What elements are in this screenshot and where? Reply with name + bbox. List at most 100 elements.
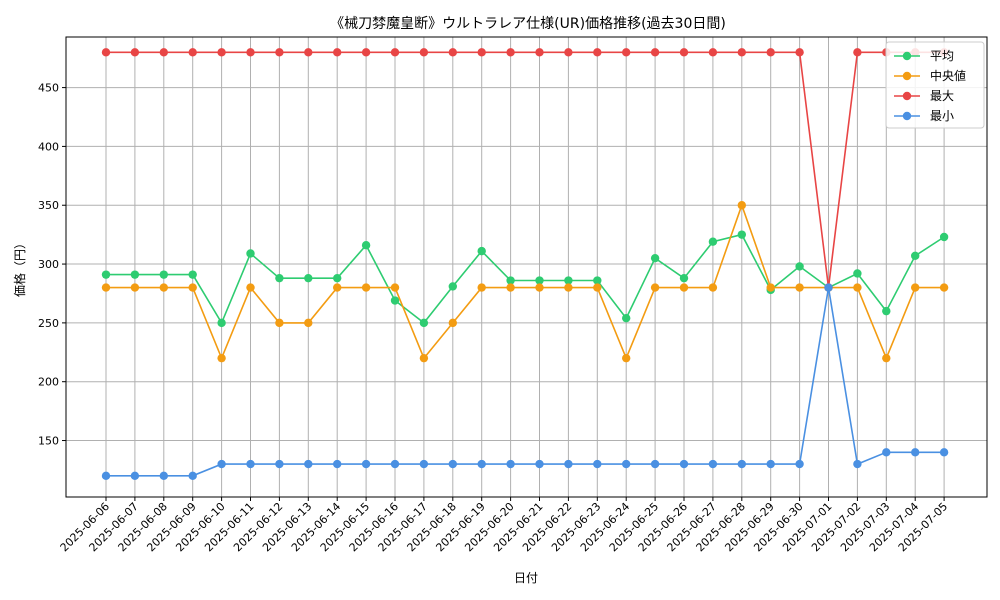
series-line [106,51,945,288]
data-point [217,459,226,469]
data-point [246,459,255,469]
data-point [737,459,746,469]
data-point [419,353,429,363]
data-point [795,262,804,271]
data-point [217,353,226,363]
data-point [679,283,689,292]
data-point [333,273,342,283]
y-tick-label: 450 [38,82,59,95]
data-point [419,459,429,469]
legend-item: 最大 [894,89,954,103]
data-point [708,283,718,292]
y-tick-label: 400 [38,140,59,153]
data-point [939,448,949,457]
data-point [622,459,631,469]
data-point [188,283,197,292]
data-point [159,471,168,481]
data-point [650,283,660,292]
data-point [506,459,515,469]
data-point [853,459,862,469]
data-point [708,237,718,246]
y-tick-label: 350 [38,199,59,212]
data-point [766,459,775,469]
data-point [535,48,544,57]
data-point [882,353,891,363]
data-point [101,270,111,279]
data-point [593,283,602,292]
data-point [535,283,544,292]
legend-item: 中央値 [894,68,966,83]
data-point [622,48,631,57]
data-point [477,283,486,292]
data-point [188,471,197,481]
data-point [246,249,255,258]
data-point [535,459,544,469]
legend-item: 最小 [894,109,954,123]
data-point [361,241,371,250]
data-point [275,273,284,283]
plot-frame [65,36,988,498]
data-point [477,246,486,256]
data-point [506,276,515,285]
y-axis-label: 価格（円） [12,237,27,297]
data-point [882,306,891,316]
data-point [390,459,400,469]
legend-item: 平均 [894,49,954,63]
data-point [939,283,949,292]
chart-title: 《械刀棼魔皇断》ウルトラレア仕様(UR)価格推移(過去30日間) [330,16,726,32]
data-point [911,251,920,261]
data-point [390,48,400,57]
data-point [506,48,515,57]
legend-label: 最大 [930,89,954,103]
data-point [390,283,400,292]
data-point [419,318,429,328]
data-point [304,318,313,328]
data-point [679,48,689,57]
series-lines [101,48,949,481]
data-point [275,318,284,328]
data-point [650,459,660,469]
data-point [622,353,631,363]
data-point [448,318,457,328]
data-point [361,283,371,292]
series-2 [101,48,949,292]
data-point [939,232,949,242]
data-point [506,283,515,292]
legend-swatch-marker [902,111,912,121]
series-3 [101,283,949,481]
y-axis: 150 200 250 300 350 400 450 [38,82,66,448]
legend-label: 平均 [930,49,954,63]
data-point [217,318,226,328]
data-point [708,459,718,469]
data-point [882,448,891,457]
x-axis-label: 日付 [514,571,538,585]
data-point [101,48,111,57]
legend-label: 最小 [930,109,954,123]
data-point [159,283,168,292]
data-point [130,270,140,279]
data-point [564,48,573,57]
data-point [911,283,920,292]
legend-swatch-marker [902,71,912,81]
data-point [390,296,400,305]
series-1 [101,201,949,363]
data-point [650,253,660,263]
legend-label: 中央値 [930,68,966,83]
data-point [188,270,197,279]
data-point [564,459,573,469]
data-point [275,48,284,57]
series-line [106,202,945,361]
data-point [130,48,140,57]
data-point [564,283,573,292]
data-point [188,48,197,57]
data-point [795,48,804,57]
y-tick-label: 250 [38,317,59,330]
data-point [304,273,313,283]
data-point [650,48,660,57]
data-point [159,48,168,57]
legend-box [885,41,985,129]
data-point [448,459,457,469]
data-point [795,283,804,292]
